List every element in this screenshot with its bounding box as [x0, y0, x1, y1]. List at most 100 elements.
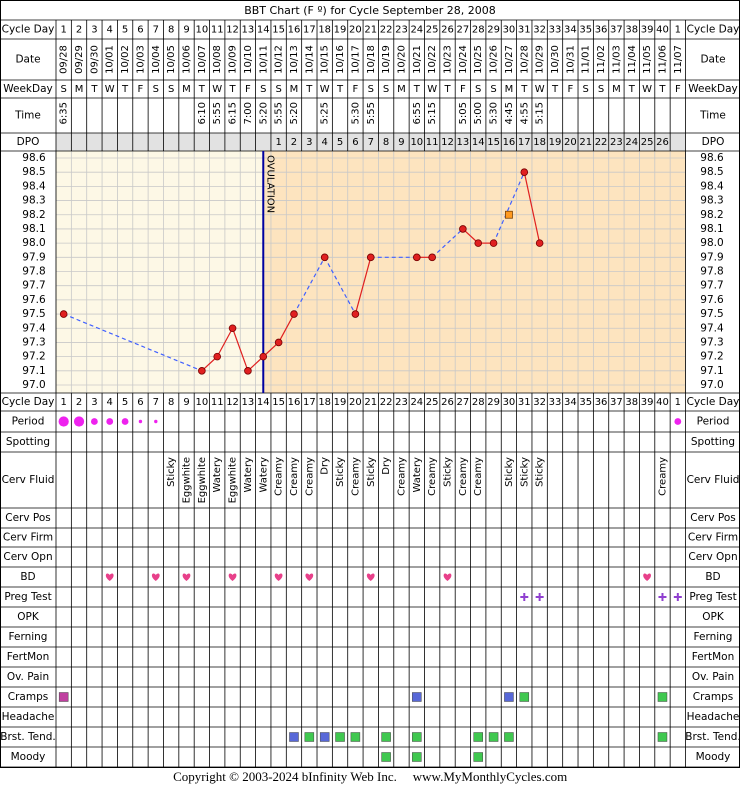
temp-point — [535, 239, 544, 247]
cycle-day: 24 — [410, 25, 423, 36]
y-tick-label-right: 98.3 — [700, 195, 723, 207]
cycle-day: 29 — [487, 25, 500, 36]
y-tick-label-right: 97.3 — [700, 336, 723, 348]
cycle-day: 33 — [549, 25, 562, 36]
y-tick-label: 98.2 — [22, 209, 45, 221]
dpo: 17 — [518, 137, 531, 148]
temp-point — [351, 310, 360, 318]
date: 10/21 — [412, 45, 423, 74]
temp-gap-line — [493, 171, 525, 244]
row-label: Ferning — [9, 631, 48, 643]
date: 10/20 — [396, 45, 407, 74]
cycle-day: 33 — [549, 397, 562, 408]
bd-heart — [182, 573, 191, 581]
bd-heart — [105, 573, 114, 581]
row-label: Time — [14, 110, 41, 122]
row-label: Preg Test — [4, 591, 51, 603]
weekday: S — [490, 84, 496, 95]
preg-plus — [520, 593, 529, 601]
cycle-day: 23 — [395, 397, 408, 408]
cycle-day: 39 — [641, 25, 654, 36]
bd-heart — [443, 573, 452, 581]
y-tick-label-right: 98.4 — [700, 180, 724, 192]
temp-line — [232, 328, 249, 372]
temp-point — [459, 225, 467, 233]
cycle-day: 28 — [472, 397, 485, 408]
site-url[interactable]: www.MyMonthlyCycles.com — [413, 769, 567, 784]
post-ovulation-bg — [263, 151, 686, 393]
bd-heart — [305, 573, 314, 581]
date: 10/23 — [443, 45, 454, 74]
date: 10/08 — [212, 45, 223, 74]
cycle-day: 17 — [303, 25, 316, 36]
date: 10/26 — [489, 45, 500, 74]
time: 5:20 — [289, 102, 300, 124]
y-tick-label-right: 98.6 — [700, 152, 724, 164]
cycle-day: 30 — [503, 25, 516, 36]
dpo: 18 — [533, 137, 546, 148]
bd-heart — [151, 573, 160, 581]
date: 10/06 — [182, 45, 193, 74]
y-tick-label-right: 97.9 — [700, 251, 723, 263]
cycle-day: 14 — [257, 397, 270, 408]
dpo: 22 — [595, 137, 608, 148]
y-tick-label: 98.6 — [22, 152, 46, 164]
moody-mark — [412, 752, 422, 762]
row-label: Cycle Day — [2, 24, 55, 36]
y-tick-label: 97.4 — [22, 322, 46, 334]
weekday: M — [290, 84, 299, 95]
weekday: W — [642, 84, 652, 95]
y-tick-label: 98.1 — [22, 223, 45, 235]
y-tick-label-right: 98.0 — [700, 237, 723, 249]
row-label-right: Cerv Opn — [688, 551, 737, 563]
cerv-fluid: Eggwhite — [182, 457, 193, 503]
cycle-day: 22 — [380, 25, 393, 36]
cycle-day: 12 — [226, 25, 239, 36]
cycle-day: 20 — [349, 397, 362, 408]
cycle-day: 22 — [380, 397, 393, 408]
breast-tenderness-mark — [381, 732, 391, 742]
moody-mark — [473, 752, 483, 762]
cycle-day: 5 — [122, 25, 128, 36]
temp-line — [278, 313, 295, 343]
cycle-day: 32 — [533, 397, 546, 408]
weekday: T — [443, 84, 451, 95]
y-tick-label: 98.4 — [22, 180, 46, 192]
date: 10/15 — [320, 45, 331, 74]
cycle-day: 1 — [60, 397, 66, 408]
cycle-day: 6 — [137, 25, 143, 36]
y-tick-label: 97.7 — [22, 280, 45, 292]
cycle-day: 30 — [503, 397, 516, 408]
cycle-day: 31 — [518, 25, 531, 36]
weekday: T — [90, 84, 98, 95]
row-label-right: DPO — [702, 136, 725, 148]
weekday: W — [535, 84, 545, 95]
weekday: T — [520, 84, 528, 95]
row-label: Brst. Tend. — [0, 731, 56, 743]
dpo: 2 — [291, 137, 297, 148]
cycle-day: 1 — [675, 397, 681, 408]
date: 10/29 — [535, 45, 546, 74]
copyright: Copyright © 2003-2024 bInfinity Web Inc. — [173, 769, 397, 784]
dpo: 6 — [352, 137, 358, 148]
row-label-right: FertMon — [692, 651, 735, 663]
temp-point — [520, 168, 529, 176]
row-label-right: Date — [700, 54, 725, 66]
cycle-day: 13 — [242, 25, 255, 36]
dpo: 23 — [610, 137, 623, 148]
y-tick-label-right: 98.1 — [700, 223, 723, 235]
date: 11/06 — [657, 45, 668, 74]
cycle-day: 19 — [334, 397, 347, 408]
weekday: W — [212, 84, 222, 95]
cycle-day: 18 — [318, 25, 331, 36]
period-mark — [154, 419, 158, 424]
time: 7:00 — [243, 102, 254, 124]
cycle-day: 9 — [183, 397, 189, 408]
row-label-right: Ov. Pain — [692, 671, 734, 683]
date: 11/03 — [611, 45, 622, 74]
date: 10/14 — [304, 45, 315, 74]
time: 5:15 — [535, 102, 546, 124]
cycle-day: 25 — [426, 397, 439, 408]
date: 10/13 — [289, 45, 300, 74]
